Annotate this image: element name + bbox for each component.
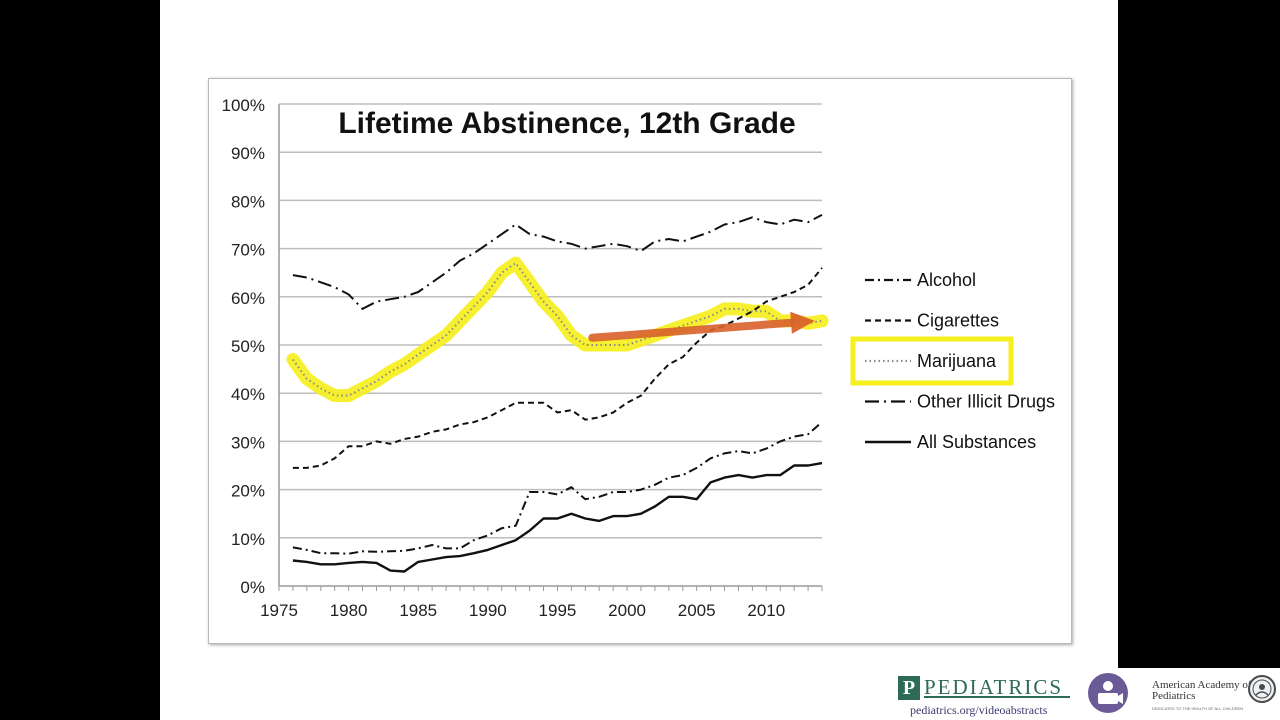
legend-label-alcohol: Alcohol	[917, 270, 976, 290]
y-tick-label: 10%	[231, 530, 265, 549]
aap-seal-icon	[1248, 675, 1276, 703]
series-line-marijuana	[292, 262, 823, 397]
series-line-alcohol	[292, 421, 823, 555]
trend-arrow-head	[790, 311, 815, 334]
footer-logos: P PEDIATRICS pediatrics.org/videoabstrac…	[890, 668, 1280, 720]
x-tick-label: 1995	[539, 601, 577, 620]
y-tick-label: 50%	[231, 337, 265, 356]
y-tick-label: 60%	[231, 289, 265, 308]
series-line-all-substances	[292, 461, 823, 573]
y-tick-label: 40%	[231, 385, 265, 404]
y-tick-label: 80%	[231, 192, 265, 211]
x-tick-label: 1985	[399, 601, 437, 620]
video-camera-icon	[1088, 673, 1128, 713]
x-tick-label: 2000	[608, 601, 646, 620]
series-lines	[292, 214, 823, 573]
trend-arrow-shaft	[588, 318, 796, 342]
grid-lines	[279, 103, 822, 539]
x-tick-label: 1990	[469, 601, 507, 620]
pediatrics-logo: P PEDIATRICS pediatrics.org/videoabstrac…	[898, 673, 1078, 717]
series-line-cigarettes	[292, 267, 823, 469]
chart-frame: 0% 10% 20% 30% 40% 50% 60% 70% 80% 90% 100% 1975 198…	[208, 78, 1072, 644]
line-chart: 0% 10% 20% 30% 40% 50% 60% 70% 80% 90% 100% 1975 198…	[222, 96, 1056, 620]
y-tick-label: 90%	[231, 144, 265, 163]
axes	[278, 104, 823, 591]
y-tick-label: 100%	[222, 96, 265, 115]
legend: Alcohol Cigarettes Marijuana Other Illicit …	[850, 270, 1055, 452]
legend-label-other-illicit-drugs: Other Illicit Drugs	[917, 392, 1055, 412]
org-name: American Academy of Pediatrics	[1152, 679, 1252, 702]
legend-label-marijuana: Marijuana	[917, 351, 997, 371]
org-tagline: DEDICATED TO THE HEALTH OF ALL CHILDREN	[1152, 706, 1244, 711]
y-tick-label: 0%	[240, 578, 265, 597]
series-line-other-illicit-drugs	[292, 214, 823, 310]
y-tick-label: 30%	[231, 433, 265, 452]
legend-label-cigarettes: Cigarettes	[917, 311, 999, 331]
brand-initial: P	[898, 676, 920, 700]
tick-labels: 0% 10% 20% 30% 40% 50% 60% 70% 80% 90% 100% 1975 198…	[222, 96, 786, 620]
y-tick-label: 20%	[231, 482, 265, 501]
x-tick-label: 1980	[330, 601, 368, 620]
brand-url: pediatrics.org/videoabstracts	[910, 703, 1048, 717]
x-tick-label: 1975	[260, 601, 298, 620]
x-tick-label: 2010	[747, 601, 785, 620]
x-tick-label: 2005	[678, 601, 716, 620]
legend-label-all-substances: All Substances	[917, 432, 1036, 452]
chart-title: Lifetime Abstinence, 12th Grade	[338, 107, 795, 140]
brand-underline	[924, 696, 1070, 698]
trend-arrow-layer	[588, 311, 815, 342]
brand-name: PEDIATRICS	[924, 675, 1064, 699]
legend-highlight-box	[850, 336, 1014, 386]
y-tick-label: 70%	[231, 241, 265, 260]
